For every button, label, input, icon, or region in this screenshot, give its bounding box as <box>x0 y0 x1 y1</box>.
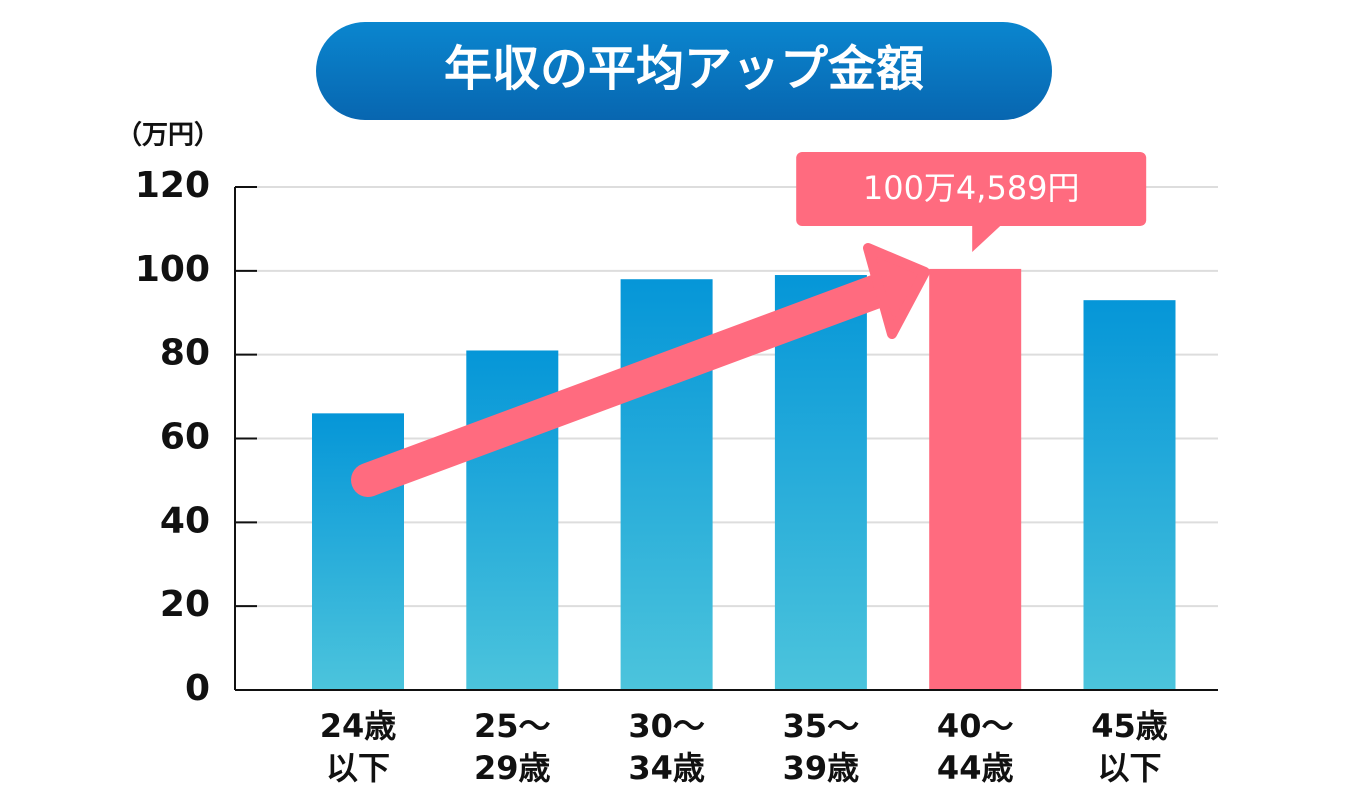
axes <box>234 187 1218 691</box>
x-tick-label: 以下 <box>1097 749 1161 787</box>
y-tick-label: 120 <box>135 165 210 206</box>
arrow-head <box>863 243 930 339</box>
trend-arrow <box>351 243 930 497</box>
x-tick-label: 以下 <box>326 749 390 787</box>
y-tick-label: 40 <box>160 500 210 541</box>
chart-title: 年収の平均アップ金額 <box>444 41 924 97</box>
bar <box>929 268 1022 690</box>
bar <box>774 275 867 690</box>
y-tick-label: 60 <box>160 417 210 458</box>
title-pill <box>316 22 1052 120</box>
value-callout: 100万4,589円 <box>796 152 1147 252</box>
x-tick-label: 40～ <box>937 707 1014 745</box>
x-tick-label: 29歳 <box>474 749 551 787</box>
y-tick-label: 80 <box>160 333 210 374</box>
x-tick-label: 25～ <box>474 707 551 745</box>
y-tick-label: 0 <box>185 668 210 709</box>
y-tick-label: 100 <box>135 249 210 290</box>
x-tick-label: 44歳 <box>937 749 1014 787</box>
x-tick-label: 34歳 <box>628 749 705 787</box>
x-tick-label: 39歳 <box>783 749 860 787</box>
x-tick-label: 45歳 <box>1091 707 1168 745</box>
x-tick-label: 35～ <box>783 707 860 745</box>
value-label: 100万4,589円 <box>863 169 1080 207</box>
y-tick-label: 20 <box>160 584 210 625</box>
x-tick-label: 24歳 <box>320 707 397 745</box>
y-axis-label: （万円） <box>116 121 220 151</box>
bar <box>1083 300 1176 690</box>
callout-box <box>796 152 1147 252</box>
x-tick-label: 30～ <box>628 707 705 745</box>
arrow-shaft <box>351 273 897 497</box>
bars <box>312 268 1176 690</box>
